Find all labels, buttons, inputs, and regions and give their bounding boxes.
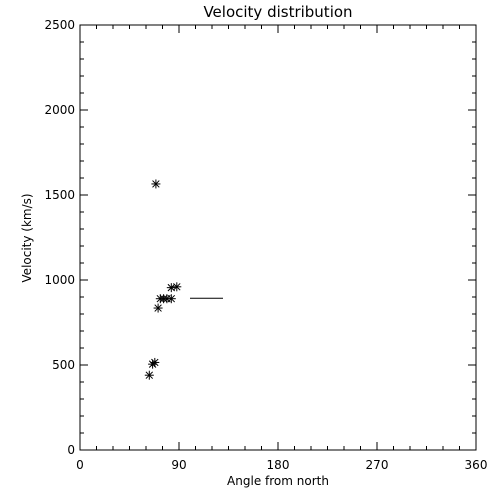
chart-title: Velocity distribution bbox=[203, 3, 352, 21]
data-point bbox=[150, 357, 160, 367]
y-tick-label: 2000 bbox=[44, 103, 75, 117]
x-axis-label: Angle from north bbox=[227, 474, 329, 488]
x-tick-label: 90 bbox=[171, 458, 186, 472]
data-points bbox=[144, 179, 223, 380]
axis-ticks bbox=[79, 24, 477, 451]
y-tick-label: 1000 bbox=[44, 273, 75, 287]
y-axis-label: Velocity (km/s) bbox=[20, 193, 34, 282]
y-tick-label: 2500 bbox=[44, 18, 75, 32]
data-point bbox=[172, 282, 182, 292]
data-point bbox=[153, 303, 163, 313]
y-tick-label: 0 bbox=[67, 443, 75, 457]
x-tick-label: 360 bbox=[465, 458, 488, 472]
y-tick-label: 1500 bbox=[44, 188, 75, 202]
x-tick-label: 180 bbox=[267, 458, 290, 472]
x-tick-label: 0 bbox=[76, 458, 84, 472]
data-point bbox=[144, 370, 154, 380]
y-tick-label: 500 bbox=[52, 358, 75, 372]
plot-frame bbox=[79, 24, 477, 451]
axis-tick-labels: 0 90 180 270 360 0 500 1000 1500 2000 2500 bbox=[44, 18, 487, 472]
data-point bbox=[166, 294, 176, 304]
data-point bbox=[151, 179, 161, 189]
x-tick-label: 270 bbox=[366, 458, 389, 472]
